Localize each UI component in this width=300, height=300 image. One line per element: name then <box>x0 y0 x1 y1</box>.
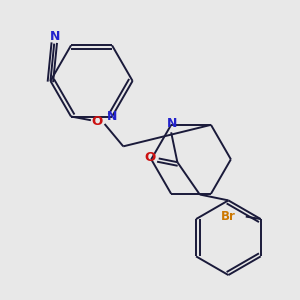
Text: N: N <box>107 110 117 123</box>
Text: N: N <box>50 30 61 43</box>
Text: Br: Br <box>221 210 236 223</box>
Text: O: O <box>144 151 156 164</box>
Text: N: N <box>167 117 178 130</box>
Text: O: O <box>92 115 103 128</box>
